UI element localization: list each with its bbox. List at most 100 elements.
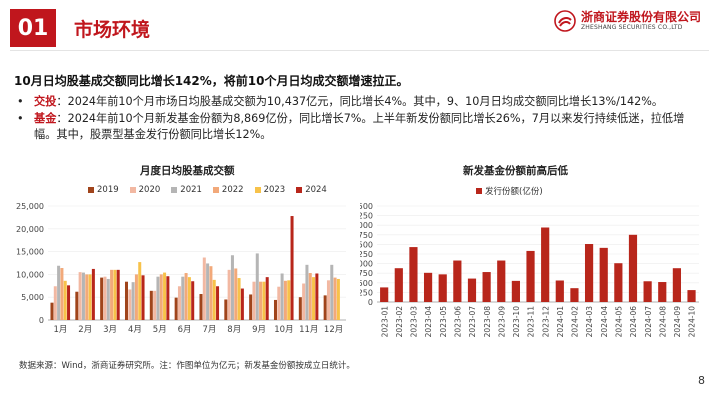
y-tick-label: 750: [360, 269, 373, 278]
bar: [159, 274, 163, 320]
legend-label: 2024: [305, 185, 327, 195]
x-tick-label: 2023-08: [483, 306, 492, 338]
bar: [103, 276, 107, 320]
bullet-text: ：2024年前10个月市场日均股基成交额为10,437亿元，同比增长4%。其中，…: [56, 95, 664, 108]
bar: [216, 286, 220, 320]
bar: [128, 289, 132, 320]
bar: [599, 247, 608, 302]
legend-swatch: [212, 187, 219, 193]
bar: [191, 281, 195, 320]
x-tick-label: 2024-06: [629, 306, 638, 338]
bar: [287, 280, 291, 320]
x-tick-label: 10月: [274, 325, 293, 335]
bar: [113, 269, 117, 320]
bullet-text: ：2024年前10个月新发基金份额为8,869亿份，同比增长7%。上半年新发份额…: [34, 111, 685, 142]
bar: [206, 263, 210, 320]
y-tick-label: 0: [39, 316, 44, 325]
x-tick-label: 2024-05: [615, 306, 624, 338]
bullet-dot: •: [17, 111, 24, 125]
bar: [187, 277, 191, 320]
bar: [323, 295, 327, 320]
bar: [312, 277, 316, 320]
bar: [394, 268, 403, 302]
bar: [141, 275, 145, 320]
x-tick-label: 2023-05: [439, 306, 448, 338]
source-note: 数据来源：Wind，浙商证券研究所。注：作图单位为亿元；新发基金份额按成立日统计…: [19, 361, 355, 371]
x-tick-label: 2024-08: [658, 306, 667, 338]
bar: [131, 282, 135, 320]
legend-swatch: [88, 187, 94, 193]
turnover-legend-item: 2023: [254, 185, 286, 195]
x-tick-label: 2023-07: [468, 306, 477, 338]
x-tick-label: 2023-03: [410, 306, 419, 338]
bar: [302, 283, 306, 320]
bar: [177, 286, 181, 320]
x-tick-label: 7月: [202, 325, 216, 335]
legend-swatch: [129, 187, 136, 193]
x-tick-label: 11月: [299, 325, 318, 335]
y-tick-label: 2,250: [360, 212, 373, 221]
bar: [212, 279, 216, 320]
bar: [409, 247, 418, 302]
legend-label: 2022: [221, 185, 244, 195]
chart-title-turnover: 月度日均股基成交额: [140, 165, 235, 177]
bar: [156, 276, 160, 320]
bar: [63, 280, 67, 320]
legend-label: 2023: [263, 185, 286, 195]
chart-legend-fund: 发行份额(亿份): [476, 185, 543, 197]
bar: [199, 294, 203, 320]
y-tick-label: 250: [360, 288, 373, 297]
bar: [438, 274, 447, 302]
headline: 10月日均股基成交额同比增长142%，将前10个月日均成交额增速拉正。: [14, 74, 409, 88]
bar: [234, 268, 238, 320]
x-tick-label: 2024-09: [673, 306, 682, 338]
y-tick-label: 1,250: [360, 250, 373, 259]
bar: [237, 278, 241, 320]
bullet-item-fund: • 基金：2024年前10个月新发基金份额为8,869亿份，同比增长7%。上半年…: [14, 111, 704, 144]
legend-label: 2020: [138, 185, 161, 195]
bullet-dot: •: [17, 95, 24, 108]
bar: [315, 273, 319, 320]
bar: [283, 280, 287, 320]
x-tick-label: 12月: [324, 325, 343, 335]
legend-swatch: [254, 187, 261, 193]
bar: [614, 263, 623, 302]
turnover-legend-item: 2022: [212, 185, 244, 195]
bar: [308, 273, 312, 320]
legend-label: 发行份额(亿份): [485, 187, 543, 197]
bar: [153, 290, 157, 320]
bar: [67, 285, 71, 320]
x-tick-label: 2023-02: [395, 306, 404, 338]
section-title: 市场环境: [74, 19, 151, 41]
bar: [511, 280, 520, 302]
bar: [110, 269, 114, 320]
bar: [88, 274, 92, 320]
bar: [333, 277, 337, 320]
logo-name-en: ZHESHANG SECURITIES CO.,LTD: [580, 24, 683, 31]
x-tick-label: 3月: [103, 325, 117, 335]
y-tick-label: 20,000: [16, 225, 44, 234]
bar: [106, 278, 110, 320]
y-tick-label: 2,500: [360, 202, 373, 211]
bar: [658, 282, 667, 302]
bullet-item-trading: • 交投：2024年前10个月市场日均股基成交额为10,437亿元，同比增长4%…: [14, 94, 704, 111]
y-tick-label: 2,000: [360, 221, 373, 230]
bar: [687, 290, 696, 302]
bar: [570, 288, 579, 302]
x-tick-label: 2024-02: [571, 306, 580, 338]
bar: [78, 272, 82, 320]
bar: [380, 287, 389, 302]
turnover-legend-item: 2019: [88, 185, 119, 195]
x-tick-label: 2023-11: [527, 306, 536, 338]
x-tick-label: 1月: [53, 325, 67, 335]
bar: [305, 264, 309, 320]
fund-legend-item: 发行份额(亿份): [476, 185, 543, 197]
x-tick-label: 9月: [252, 325, 266, 335]
bar: [209, 266, 213, 320]
x-tick-label: 2023-12: [541, 306, 550, 338]
x-tick-label: 2024-04: [600, 306, 609, 338]
bar: [138, 262, 142, 320]
bar: [497, 260, 506, 302]
y-tick-label: 500: [360, 279, 373, 288]
y-tick-label: 15,000: [16, 248, 44, 257]
